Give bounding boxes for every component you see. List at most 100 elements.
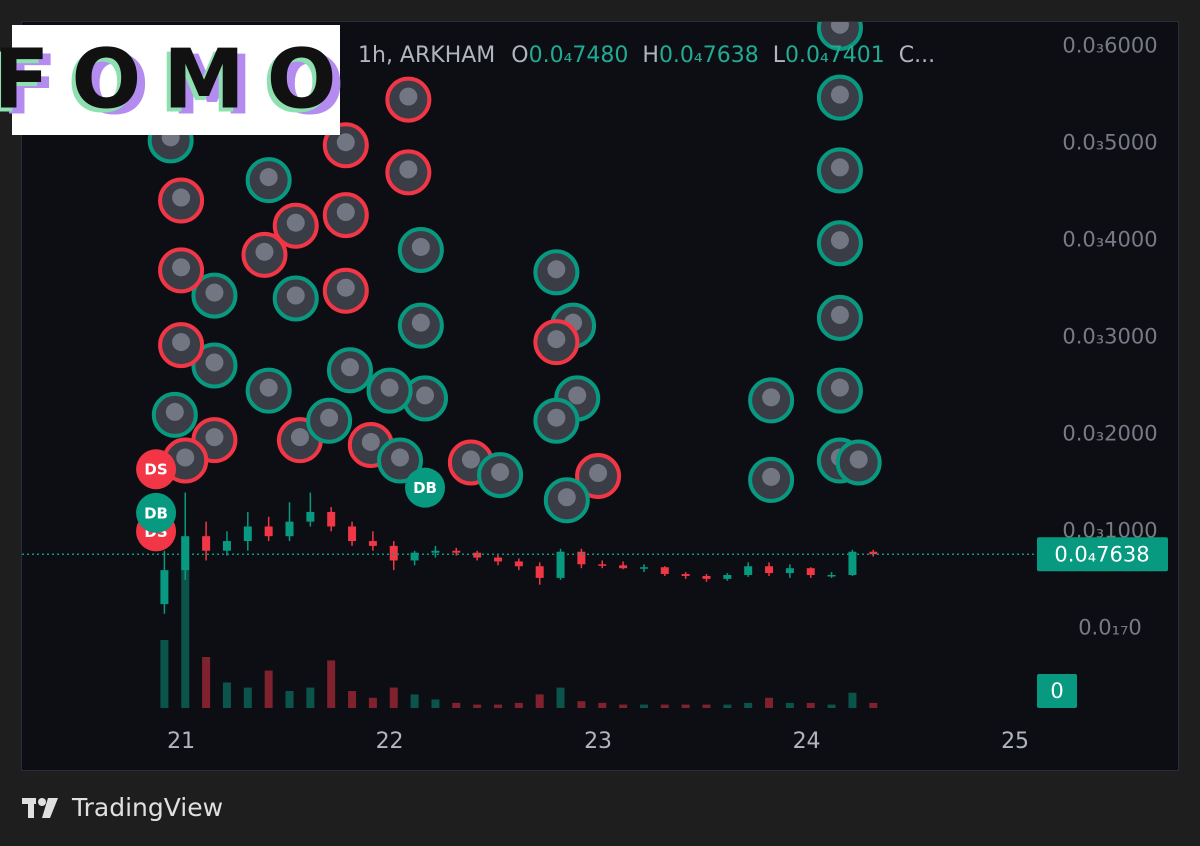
x-tick-label: 24 (793, 729, 821, 754)
volume-bar (765, 697, 774, 708)
volume-bar (556, 687, 565, 708)
candle-body (368, 541, 377, 546)
logo-box (12, 25, 340, 135)
avatar-face (336, 133, 355, 152)
avatar-face (491, 463, 510, 482)
avatar-face (547, 330, 566, 349)
volume-bar (222, 682, 231, 708)
footer-brand: TradingView (71, 793, 223, 822)
trade-marker (405, 467, 446, 508)
volume-bar (660, 704, 669, 708)
candle-body (452, 550, 461, 553)
volume-value-box (1037, 674, 1077, 708)
candle-body (535, 566, 544, 578)
avatar-face (411, 237, 430, 256)
avatar-face (830, 158, 849, 177)
logo-shadow: FOMO (1, 38, 366, 133)
logo-shadow: FOMO (0, 36, 355, 131)
volume-bar (368, 697, 377, 708)
x-tick-label: 22 (376, 729, 404, 754)
ohlc-key: C (899, 43, 914, 68)
avatar-face (172, 333, 191, 352)
ohlc-value: 0.0₄7401 (785, 43, 885, 68)
volume-bar (410, 694, 419, 708)
avatar-face (391, 448, 410, 467)
candle-body (681, 574, 690, 576)
candle-body (202, 536, 211, 551)
avatar-face (416, 386, 435, 405)
avatar-face (286, 286, 305, 305)
avatar-face (849, 450, 868, 469)
candle-body (160, 570, 169, 605)
volume-bar (848, 692, 857, 708)
volume-value-label: 0 (1050, 679, 1063, 703)
avatar-face (568, 386, 587, 405)
avatar-face (830, 22, 849, 34)
candle-body (410, 552, 419, 561)
candle-body (702, 575, 711, 579)
avatar-face (320, 408, 339, 427)
tradingview-icon (22, 798, 58, 818)
legend-header: 1h, ARKHAM O0.0₄7480 H0.0₄7638 L0.0₄7401 C..… (358, 43, 935, 68)
ohlc-key: O (511, 43, 528, 68)
candle-body (723, 574, 732, 579)
volume-bar (202, 657, 211, 708)
volume-bar (577, 701, 586, 708)
avatar-face (830, 305, 849, 324)
x-tick-label: 23 (584, 729, 612, 754)
y-tick-label: 0.0₃3000 (1062, 324, 1157, 348)
x-tick-label: 25 (1001, 729, 1029, 754)
trader-avatar (816, 22, 863, 51)
candle-body (264, 526, 273, 537)
avatar-face (547, 408, 566, 427)
volume-bar (389, 687, 398, 708)
candle-body (806, 568, 815, 575)
ohlc-value: ... (914, 43, 935, 68)
avatar-face (830, 378, 849, 397)
avatar-face (205, 353, 224, 372)
candle-body (556, 551, 565, 578)
volume-bar (264, 670, 273, 708)
candle-body (619, 565, 628, 569)
avatar-face (762, 467, 781, 486)
volume-bar (327, 660, 336, 708)
volume-bar (723, 704, 732, 708)
volume-bar (681, 704, 690, 708)
trade-marker-label: DS (144, 461, 167, 479)
volume-bar (285, 691, 294, 708)
avatar-face (361, 432, 380, 451)
avatar-face (399, 87, 418, 106)
ohlc-value: 0.0₄7638 (659, 43, 759, 68)
candle-body (827, 574, 836, 577)
candle-body (848, 551, 857, 575)
volume-bar (535, 694, 544, 708)
volume-bar (827, 704, 836, 708)
trade-marker-label: DB (413, 479, 437, 497)
volume-bar (493, 704, 502, 708)
avatar-face (172, 188, 191, 207)
volume-bar (514, 702, 523, 708)
ohlc-value: 0.0₄7480 (529, 43, 629, 68)
avatar-face (259, 378, 278, 397)
candle-body (744, 566, 753, 575)
y-tick-label: 0.0₃5000 (1062, 130, 1157, 154)
volume-bar (181, 538, 190, 708)
candle-body (493, 557, 502, 562)
interval: 1h, ARKHAM (358, 43, 495, 68)
candle-body (660, 567, 669, 575)
y-tick-label: 0.0₃2000 (1062, 421, 1157, 445)
candle-body (598, 564, 607, 566)
volume-bar (702, 704, 711, 708)
candle-body (181, 536, 190, 571)
volume-bar (598, 702, 607, 708)
avatar-face (411, 313, 430, 332)
candle-body (514, 561, 523, 567)
candle-body (869, 551, 878, 555)
avatar-face (830, 85, 849, 104)
trade-marker (136, 492, 177, 533)
volume-bar (431, 699, 440, 708)
avatar-face (399, 160, 418, 179)
avatar-face (336, 278, 355, 297)
avatar-face (547, 260, 566, 279)
